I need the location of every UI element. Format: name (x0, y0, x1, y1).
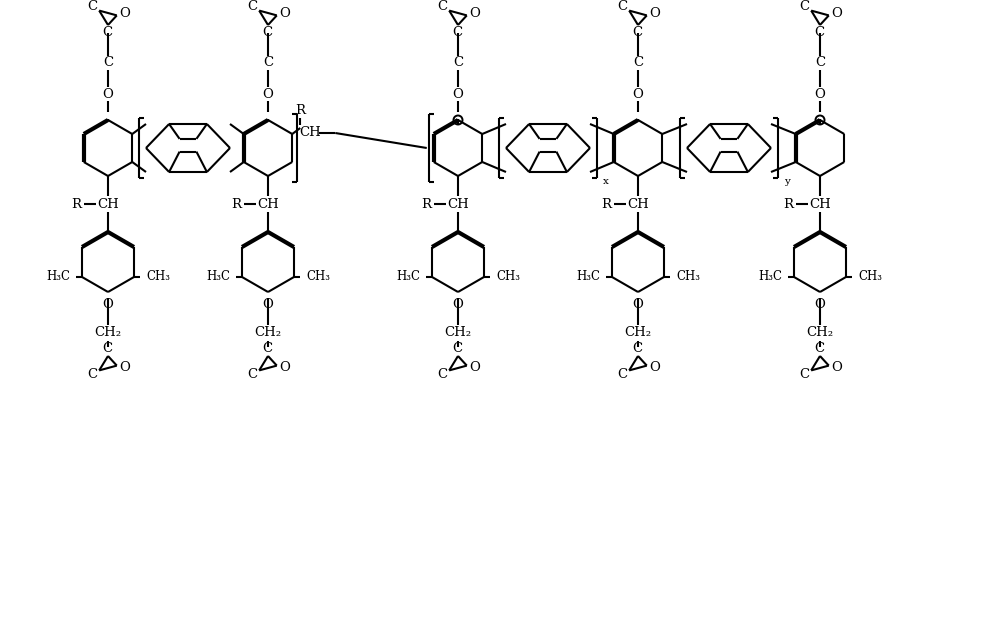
Text: CH₂: CH₂ (624, 327, 652, 340)
Text: CH₂: CH₂ (254, 327, 282, 340)
Text: CH₂: CH₂ (444, 327, 472, 340)
Text: C: C (632, 26, 642, 40)
Text: H₃C: H₃C (396, 269, 420, 283)
Text: C: C (814, 26, 824, 40)
Text: O: O (119, 7, 130, 20)
Text: C: C (102, 26, 112, 40)
Text: C: C (452, 342, 462, 354)
Text: CH₃: CH₃ (496, 269, 520, 283)
Text: CH: CH (257, 197, 279, 210)
Text: O: O (633, 87, 643, 100)
Text: H₃C: H₃C (206, 269, 230, 283)
Text: R: R (295, 104, 305, 117)
Text: O: O (469, 361, 480, 374)
Text: R: R (421, 197, 431, 210)
Text: C: C (453, 57, 463, 70)
Text: CH: CH (809, 197, 831, 210)
Text: CH₃: CH₃ (858, 269, 882, 283)
Text: O: O (263, 87, 273, 100)
Text: C: C (452, 26, 462, 40)
Text: O: O (103, 298, 113, 311)
Text: C: C (437, 0, 447, 13)
Text: CH₃: CH₃ (676, 269, 700, 283)
Text: CH: CH (299, 126, 321, 139)
Text: x: x (603, 176, 609, 185)
Text: C: C (247, 0, 257, 13)
Text: CH₃: CH₃ (306, 269, 330, 283)
Text: O: O (453, 298, 463, 311)
Text: O: O (279, 7, 290, 20)
Text: C: C (87, 368, 97, 381)
Text: C: C (617, 368, 627, 381)
Text: R: R (71, 197, 81, 210)
Text: H₃C: H₃C (576, 269, 600, 283)
Text: C: C (632, 342, 642, 354)
Text: CH₂: CH₂ (94, 327, 122, 340)
Text: O: O (453, 87, 463, 100)
Text: O: O (263, 298, 273, 311)
Text: C: C (102, 342, 112, 354)
Text: O: O (831, 7, 842, 20)
Text: O: O (119, 361, 130, 374)
Text: C: C (617, 0, 627, 13)
Text: R: R (231, 197, 241, 210)
Text: C: C (799, 0, 809, 13)
Text: CH: CH (97, 197, 119, 210)
Text: C: C (815, 57, 825, 70)
Text: H₃C: H₃C (46, 269, 70, 283)
Text: C: C (262, 26, 272, 40)
Text: O: O (103, 87, 113, 100)
Text: C: C (263, 57, 273, 70)
Text: O: O (649, 361, 660, 374)
Text: CH: CH (627, 197, 649, 210)
Text: O: O (279, 361, 290, 374)
Text: CH₂: CH₂ (806, 327, 834, 340)
Text: R: R (783, 197, 793, 210)
Text: CH₃: CH₃ (146, 269, 170, 283)
Text: C: C (633, 57, 643, 70)
Text: R: R (601, 197, 611, 210)
Text: O: O (815, 298, 825, 311)
Text: C: C (262, 342, 272, 354)
Text: CH: CH (447, 197, 469, 210)
Text: O: O (633, 298, 643, 311)
Text: C: C (247, 368, 257, 381)
Text: O: O (815, 87, 825, 100)
Text: H₃C: H₃C (758, 269, 782, 283)
Text: C: C (799, 368, 809, 381)
Text: C: C (814, 342, 824, 354)
Text: O: O (649, 7, 660, 20)
Text: O: O (831, 361, 842, 374)
Text: C: C (87, 0, 97, 13)
Text: O: O (469, 7, 480, 20)
Text: C: C (103, 57, 113, 70)
Text: y: y (784, 176, 790, 185)
Text: C: C (437, 368, 447, 381)
